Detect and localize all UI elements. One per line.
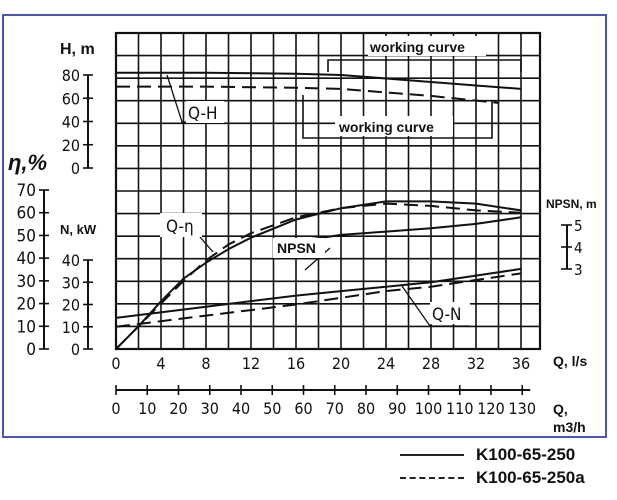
- qh-label-bg: [186, 101, 224, 123]
- qn-curve-label: Q-N: [432, 305, 461, 325]
- working-curve-mid-label: working curve: [338, 119, 434, 135]
- legend-label-dashed: K100-65-250a: [476, 467, 585, 487]
- svg-text:40: 40: [62, 251, 80, 270]
- q-m3h-axis-label: Q,: [553, 401, 568, 417]
- qeta-curve-label: Q-η: [166, 217, 194, 237]
- svg-text:100: 100: [415, 399, 442, 418]
- svg-text:0: 0: [111, 399, 120, 418]
- svg-text:40: 40: [62, 113, 80, 132]
- svg-text:60: 60: [17, 204, 36, 224]
- curve-q-h-k100-65-250a: [116, 85, 499, 104]
- svg-text:90: 90: [388, 399, 406, 418]
- svg-text:10: 10: [138, 399, 156, 418]
- svg-text:40: 40: [17, 249, 36, 269]
- chart-grid: [114, 31, 542, 351]
- working-curve-top-bracket: [327, 59, 522, 72]
- svg-text:130: 130: [509, 399, 536, 418]
- legend-item-solid: K100-65-250: [400, 443, 617, 466]
- dashed-line-swatch: [400, 476, 464, 479]
- chart-frame: [2, 14, 607, 438]
- svg-text:24: 24: [377, 354, 395, 373]
- svg-text:80: 80: [62, 66, 80, 85]
- working-curve-mid-bg: [335, 116, 453, 136]
- npsh-axis-label: NPSN, m: [546, 197, 597, 211]
- curve-q-n-k100-65-250a: [115, 272, 522, 328]
- svg-text:70: 70: [17, 181, 36, 201]
- solid-line-swatch: [400, 453, 464, 456]
- svg-text:20: 20: [17, 295, 36, 315]
- legend-item-dashed: K100-65-250a: [400, 466, 617, 489]
- svg-text:8: 8: [201, 354, 210, 373]
- svg-text:70: 70: [326, 399, 344, 418]
- svg-text:20: 20: [332, 354, 350, 373]
- svg-text:30: 30: [17, 272, 36, 292]
- svg-text:4: 4: [156, 354, 165, 373]
- svg-text:4: 4: [574, 239, 583, 257]
- working-curve-top-label: working curve: [369, 39, 465, 55]
- qeta-label-bg: [160, 213, 202, 237]
- svg-text:30: 30: [62, 273, 80, 292]
- svg-text:0: 0: [71, 159, 80, 178]
- svg-text:110: 110: [446, 399, 473, 418]
- svg-text:80: 80: [357, 399, 375, 418]
- legend-label-solid: K100-65-250: [476, 444, 576, 464]
- svg-text:28: 28: [422, 354, 440, 373]
- svg-text:32: 32: [467, 354, 485, 373]
- svg-text:40: 40: [232, 399, 250, 418]
- curve-q-k100-65-250a: [115, 202, 522, 350]
- svg-text:20: 20: [62, 136, 80, 155]
- eta-axis-label: η,%: [8, 150, 47, 175]
- svg-text:50: 50: [263, 399, 281, 418]
- h-axis-label: H, m: [60, 41, 95, 58]
- svg-text:12: 12: [242, 354, 260, 373]
- n-axis-label: N, kW: [60, 222, 97, 237]
- chart-curves: [115, 59, 522, 350]
- svg-text:16: 16: [287, 354, 305, 373]
- curve-q-n-k100-65-250: [115, 267, 522, 319]
- svg-text:5: 5: [574, 217, 583, 235]
- qh-curve-label: Q-H: [188, 104, 218, 124]
- chart-legend: K100-65-250 K100-65-250a: [400, 443, 617, 489]
- curve-q-h-k100-65-250: [116, 71, 522, 90]
- npsh-label-bg: [273, 238, 325, 258]
- working-curve-mid-bracket: [302, 95, 493, 139]
- svg-text:0: 0: [71, 340, 80, 359]
- q-ls-axis-label: Q, l/s: [553, 353, 587, 369]
- svg-text:120: 120: [477, 399, 504, 418]
- svg-text:0: 0: [26, 340, 36, 360]
- working-curve-top-bg: [368, 36, 486, 56]
- svg-text:20: 20: [62, 296, 80, 315]
- svg-text:3: 3: [574, 261, 583, 279]
- svg-text:20: 20: [169, 399, 187, 418]
- svg-text:10: 10: [17, 317, 36, 337]
- svg-text:60: 60: [294, 399, 312, 418]
- svg-text:0: 0: [111, 354, 120, 373]
- svg-text:60: 60: [62, 89, 80, 108]
- svg-text:50: 50: [17, 226, 36, 246]
- svg-text:10: 10: [62, 318, 80, 337]
- q-m3h-axis-unit: m3/h: [553, 419, 586, 435]
- svg-text:30: 30: [201, 399, 219, 418]
- qn-label-bg: [430, 302, 470, 324]
- npsh-curve-label: NPSN: [277, 240, 316, 256]
- svg-text:36: 36: [512, 354, 530, 373]
- curve-q-k100-65-250: [115, 200, 522, 350]
